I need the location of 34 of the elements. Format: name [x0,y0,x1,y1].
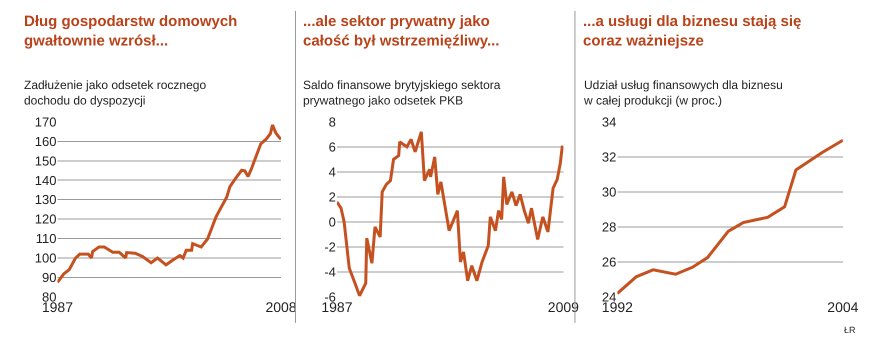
y-tick-label: 28 [602,219,616,234]
y-tick-label: 6 [328,139,336,154]
y-tick-label: 110 [36,231,56,246]
x-tick-label: 2009 [548,298,580,315]
y-tick-label: -4 [324,264,336,280]
chart-title: ...ale sektor prywatny jako całość był wstrzemięźliwy... [303,13,500,50]
line-series [617,138,843,295]
chart-subtitle: Zadłużenie jako odsetek rocznego dochodu do dyspozycji [24,78,206,108]
y-tick-label: 4 [328,164,336,180]
y-tick-label: 34 [602,114,616,130]
y-tick-label: 30 [602,184,616,200]
y-tick-label: 2 [328,189,336,204]
y-tick-label: 32 [602,149,616,164]
y-tick-label: 150 [34,153,56,168]
x-tick-label: 2004 [827,298,859,315]
x-tick-label: 2008 [265,298,297,315]
y-tick-label: 90 [42,270,56,286]
text: ŁR [844,325,856,335]
y-tick-label: 170 [34,114,56,130]
y-tick-label: 160 [34,134,56,149]
y-tick-label: 140 [34,172,56,188]
y-tick-label: 100 [34,250,56,266]
line-series [336,130,564,297]
y-tick-label: 8 [328,114,336,130]
y-tick-label: 130 [34,192,56,208]
chart-subtitle: Udział usług finansowych dla biznesu w całej produkcji (w proc.) [583,78,783,108]
line-series [57,123,282,284]
y-tick-label: -2 [324,239,336,254]
y-tick-label: 26 [602,254,616,270]
chart-title: ...a usługi dla biznesu stają się coraz ważniejsze [583,13,802,50]
chart-title: Dług gospodarstw domowych gwałtownie wzrósł... [24,13,238,50]
y-tick-label: 0 [328,214,336,230]
y-tick-label: 120 [34,212,56,227]
chart-subtitle: Saldo finansowe brytyjskiego sektora prywatnego jako odsetek PKB [303,78,501,108]
